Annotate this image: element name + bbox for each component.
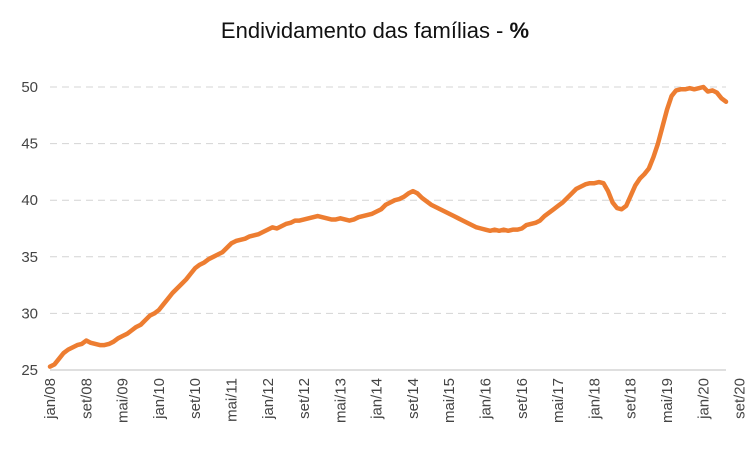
y-axis-ticks: 25 30 35 40 45 50 [21,79,38,379]
x-tick-label: jan/16 [478,378,495,420]
x-tick-label: set/16 [514,378,531,419]
x-tick-label: mai/13 [332,378,349,423]
x-tick-label: mai/19 [659,378,676,423]
series-layer [47,84,729,369]
x-axis-ticks: jan/08 set/08 mai/09 jan/10 set/10 mai/11 jan/… [42,378,749,423]
chart-title-text: Endividamento das famílias - [220,18,504,43]
chart-title-unit: % [509,18,530,43]
x-tick-label: set/08 [78,378,95,419]
y-tick-label: 50 [21,79,38,96]
x-tick-label: jan/14 [369,378,386,420]
gridlines [50,86,726,314]
y-tick-label: 40 [21,192,38,209]
x-tick-label: mai/17 [550,378,567,423]
x-tick-label: jan/20 [695,378,712,420]
x-tick-label: mai/15 [441,378,458,423]
x-tick-label: set/18 [623,378,640,419]
y-tick-label: 30 [21,305,38,322]
x-tick-label: set/14 [405,378,422,419]
x-tick-label: mai/09 [115,378,132,423]
y-tick-label: 45 [21,136,38,153]
x-tick-label: set/20 [732,378,749,419]
x-tick-label: jan/08 [42,378,59,420]
x-tick-label: set/12 [296,378,313,419]
x-tick-label: set/10 [187,378,204,419]
x-tick-label: jan/10 [151,378,168,420]
series-line [47,84,729,369]
y-tick-label: 35 [21,249,38,266]
x-tick-label: jan/18 [586,378,603,420]
x-tick-label: jan/12 [260,378,277,420]
y-tick-label: 25 [21,362,38,379]
chart-title: Endividamento das famílias - % [0,18,750,44]
x-tick-label: mai/11 [223,378,240,422]
